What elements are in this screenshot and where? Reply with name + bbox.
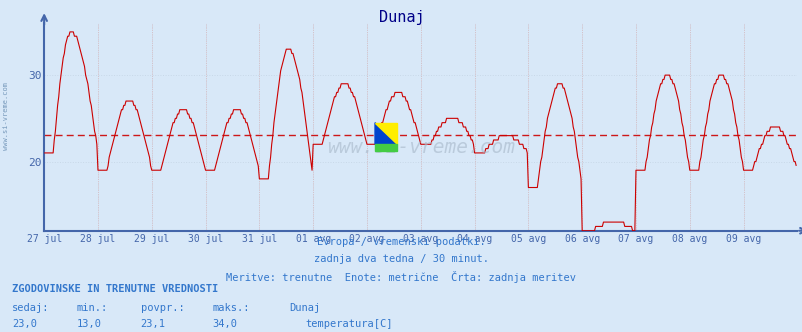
Text: ZGODOVINSKE IN TRENUTNE VREDNOSTI: ZGODOVINSKE IN TRENUTNE VREDNOSTI [12, 284, 218, 294]
Text: 34,0: 34,0 [213, 319, 237, 329]
Text: povpr.:: povpr.: [140, 303, 184, 313]
Polygon shape [375, 123, 396, 144]
Text: www.si-vreme.com: www.si-vreme.com [3, 82, 10, 150]
Text: min.:: min.: [76, 303, 107, 313]
Text: temperatura[C]: temperatura[C] [305, 319, 392, 329]
Bar [375, 144, 396, 151]
Text: Dunaj: Dunaj [379, 10, 423, 25]
Text: zadnja dva tedna / 30 minut.: zadnja dva tedna / 30 minut. [314, 254, 488, 264]
Text: 23,0: 23,0 [12, 319, 37, 329]
Text: 13,0: 13,0 [76, 319, 101, 329]
Text: www.si-vreme.com: www.si-vreme.com [326, 138, 514, 157]
Text: Evropa / vremenski podatki.: Evropa / vremenski podatki. [317, 237, 485, 247]
Polygon shape [375, 123, 396, 144]
Text: 23,1: 23,1 [140, 319, 165, 329]
Text: Meritve: trenutne  Enote: metrične  Črta: zadnja meritev: Meritve: trenutne Enote: metrične Črta: … [226, 271, 576, 283]
Text: Dunaj: Dunaj [289, 303, 320, 313]
Text: sedaj:: sedaj: [12, 303, 50, 313]
Text: maks.:: maks.: [213, 303, 250, 313]
